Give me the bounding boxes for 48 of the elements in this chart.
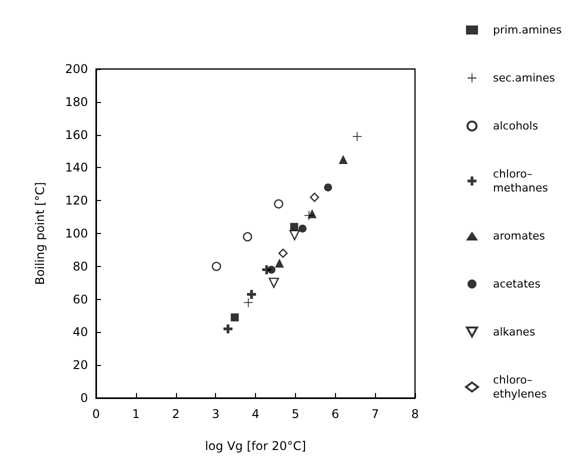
point (244, 298, 253, 308)
y-tick-label: 20 (72, 358, 88, 372)
legend-label: sec.amines (493, 72, 556, 84)
x-tick-label: 2 (172, 407, 180, 421)
legend-label: alcohols (493, 120, 538, 132)
x-tick-label: 1 (132, 407, 140, 421)
point (230, 313, 239, 322)
y-tick-label: 40 (72, 325, 88, 340)
legend-label: chloro–ethylenes (493, 374, 548, 400)
point (242, 232, 252, 242)
x-tick-label: 8 (411, 407, 419, 421)
legend-label: acetates (493, 278, 541, 290)
point (298, 224, 307, 233)
x-tick-label: 4 (252, 407, 260, 421)
point (338, 154, 348, 164)
x-tick-label: 5 (292, 407, 300, 421)
point (247, 290, 256, 299)
point (289, 230, 300, 240)
x-axis-title: log Vg [for 20°C] (204, 439, 306, 453)
y-tick-label: 200 (65, 62, 88, 76)
legend-label: alkanes (493, 326, 536, 338)
point (310, 192, 320, 202)
y-tick-label: 0 (80, 391, 88, 405)
point (274, 199, 284, 209)
y-tick-label: 120 (65, 194, 88, 208)
x-tick-label: 6 (331, 407, 340, 421)
point (267, 266, 276, 274)
y-tick-label: 140 (65, 160, 88, 175)
point (278, 248, 288, 258)
legend-label: prim.amines (493, 24, 562, 36)
y-axis-title: Boiling point [°C] (33, 182, 47, 285)
point (268, 278, 279, 288)
point (212, 262, 222, 272)
y-tick-label: 80 (72, 259, 88, 274)
y-tick-label: 180 (65, 94, 88, 109)
point (352, 132, 362, 141)
y-tick-label: 100 (65, 226, 88, 240)
legend-label: aromates (493, 230, 546, 242)
point (324, 183, 332, 192)
point (308, 209, 317, 218)
x-tick-label: 0 (92, 407, 100, 421)
x-tick-label: 3 (212, 407, 220, 421)
point (223, 324, 232, 334)
x-tick-label: 7 (371, 407, 379, 421)
y-tick-label: 60 (72, 292, 88, 306)
legend-label: chloro–methanes (493, 168, 548, 194)
point (274, 258, 284, 268)
y-tick-label: 160 (65, 128, 88, 142)
